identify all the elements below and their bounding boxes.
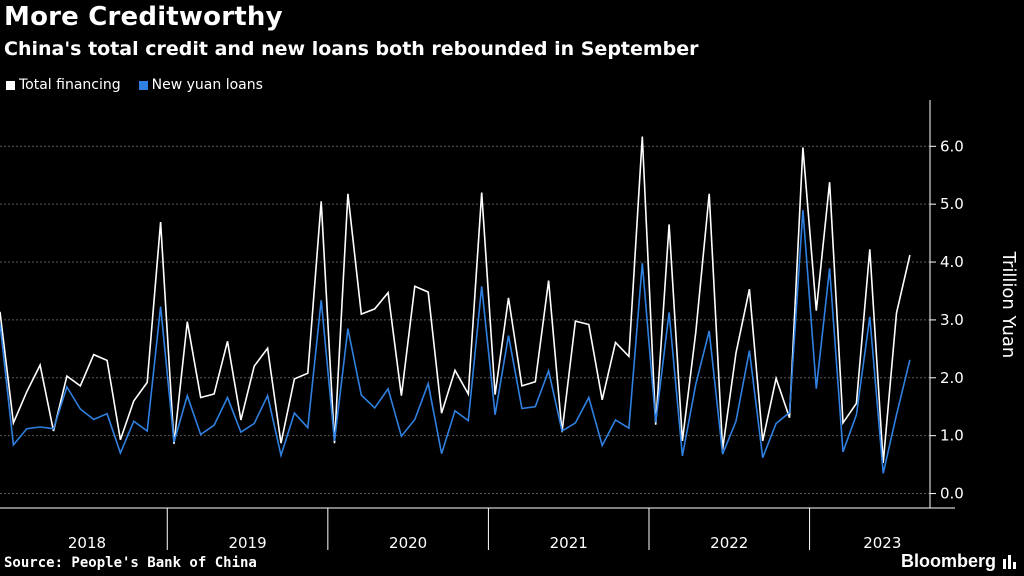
legend-item-new-yuan-loans: New yuan loans: [138, 77, 263, 93]
x-year-label: 2020: [389, 534, 427, 552]
axes: 0.0 1.0 2.0 3.0 4.0 5.0 6.0 2018 2019 2020 2021 202…: [0, 100, 964, 552]
y-tick-label: 0.0: [940, 485, 964, 503]
series-line-new-yuan-loans: [0, 209, 911, 474]
bloomberg-mark-icon: [1003, 555, 1016, 569]
legend-label-new-yuan-loans: New yuan loans: [151, 77, 263, 93]
x-year-label: 2023: [863, 534, 901, 552]
y-tick-label: 1.0: [940, 427, 964, 445]
chart-subtitle: China's total credit and new loans both …: [4, 38, 699, 60]
series-lines: [0, 136, 911, 474]
bloomberg-logo: Bloomberg: [900, 551, 996, 571]
y-tick-label: 3.0: [940, 311, 964, 329]
gridlines: [0, 145, 930, 495]
legend-swatch-total-financing: [6, 80, 15, 90]
legend-swatch-new-yuan-loans: [138, 80, 148, 90]
chart-legend: Total financing New yuan loans: [6, 77, 263, 93]
legend-label-total-financing: Total financing: [19, 77, 121, 93]
series-line-total-financing: [0, 136, 911, 463]
x-year-label: 2019: [228, 534, 266, 552]
y-axis-title: Trillion Yuan: [998, 251, 1019, 359]
y-tick-label: 6.0: [940, 137, 964, 155]
x-year-label: 2018: [68, 534, 106, 552]
source-note: Source: People's Bank of China: [4, 555, 257, 571]
y-tick-label: 5.0: [940, 195, 964, 213]
y-tick-label: 2.0: [940, 369, 964, 387]
x-year-label: 2022: [710, 534, 748, 552]
chart-title: More Creditworthy: [4, 2, 283, 32]
x-year-label: 2021: [550, 534, 588, 552]
legend-item-total-financing: Total financing: [6, 77, 121, 93]
y-tick-label: 4.0: [940, 253, 964, 271]
